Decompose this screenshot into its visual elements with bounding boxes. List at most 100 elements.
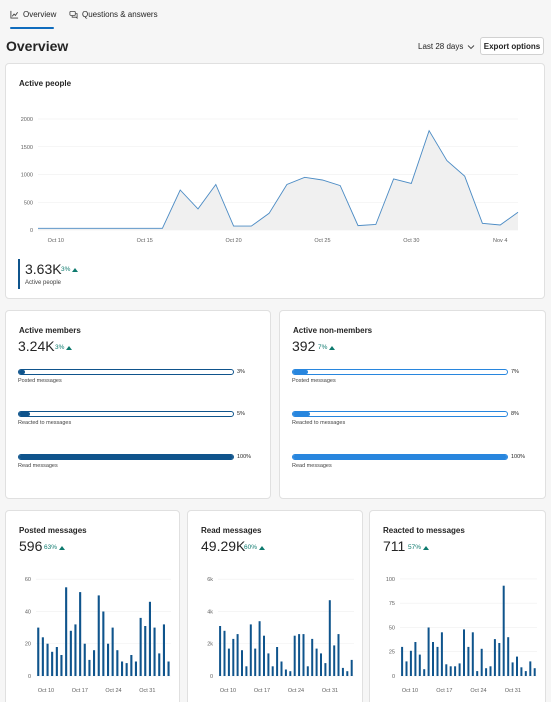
y-tick-label: 60 — [25, 577, 31, 583]
chevron-down-icon — [468, 44, 475, 49]
posted-messages-delta-text: 63% — [44, 544, 58, 551]
reacted-messages-value: 711 — [383, 538, 406, 554]
bar — [480, 648, 483, 676]
trend-up-icon — [423, 545, 430, 550]
chat-bubbles-icon — [69, 10, 78, 19]
x-tick-label: Nov 4 — [493, 238, 507, 244]
read-messages-value: 49.29K — [201, 538, 246, 554]
active-people-delta-text: 3% — [61, 266, 71, 273]
x-tick-label: Oct 25 — [314, 238, 330, 244]
x-tick-label: Oct 10 — [38, 688, 54, 694]
x-tick-label: Oct 17 — [72, 688, 88, 694]
progress-bar — [292, 411, 508, 417]
bar — [401, 646, 404, 676]
active-people-value: 3.63K — [25, 261, 62, 277]
date-range-dropdown[interactable]: Last 28 days — [418, 42, 475, 51]
bar — [289, 671, 292, 676]
bar — [134, 661, 137, 676]
active-people-area — [38, 130, 518, 230]
bar — [219, 626, 222, 676]
bar — [471, 632, 474, 676]
read-messages-card: Read messages 49.29K 60% 0 2k 4k 6k Oct 10 Oc… — [187, 510, 363, 702]
bar — [249, 624, 252, 676]
bar — [467, 646, 470, 676]
bar — [449, 666, 452, 676]
bar — [423, 669, 426, 676]
bar — [502, 585, 505, 676]
x-tick-label: Oct 15 — [137, 238, 153, 244]
date-range-label: Last 28 days — [418, 42, 464, 51]
bar — [432, 642, 434, 676]
export-options-button[interactable]: Export options — [480, 37, 544, 55]
active-people-line — [38, 129, 519, 229]
x-tick-label: Oct 24 — [470, 688, 486, 694]
bar — [65, 587, 68, 676]
bar — [298, 634, 301, 676]
trend-up-icon — [329, 345, 336, 350]
reacted-messages-delta-text: 57% — [408, 544, 422, 551]
progress-bar — [18, 411, 234, 417]
active-members-value: 3.24K — [18, 338, 55, 354]
bar — [241, 650, 243, 676]
tab-questions-answers[interactable]: Questions & answers — [69, 10, 158, 19]
y-tick-label: 0 — [30, 228, 33, 234]
bar — [267, 653, 270, 676]
bar — [74, 624, 77, 676]
progress-bar-fill — [19, 455, 233, 459]
bar — [69, 630, 72, 676]
active-members-card: Active members 3.24K 3% 3% Posted message… — [5, 310, 271, 499]
tab-overview[interactable]: Overview — [10, 10, 56, 19]
reacted-messages-delta: 57% — [408, 544, 430, 551]
y-tick-label: 6k — [207, 577, 213, 583]
active-members-delta: 3% — [55, 344, 73, 351]
bar — [236, 634, 239, 676]
bar — [409, 650, 412, 676]
bar — [324, 663, 327, 676]
x-tick-label: Oct 24 — [105, 688, 121, 694]
read-messages-bar-chart: 0 2k 4k 6k Oct 10 Oct 17 Oct 24 Oct 31 — [207, 577, 354, 694]
x-tick-label: Oct 31 — [322, 688, 338, 694]
bar — [405, 661, 408, 676]
active-members-delta-text: 3% — [55, 344, 65, 351]
x-tick-label: Oct 31 — [139, 688, 155, 694]
bar — [440, 632, 443, 676]
active-non-members-delta-text: 7% — [318, 344, 328, 351]
bar — [436, 646, 439, 676]
active-non-members-value: 392 — [292, 338, 316, 354]
bar — [116, 650, 119, 676]
bar — [93, 650, 96, 676]
y-tick-label: 2000 — [21, 117, 33, 123]
bar — [414, 642, 417, 676]
bar — [427, 627, 430, 676]
bar — [55, 647, 58, 676]
bar — [37, 627, 40, 676]
bar — [445, 664, 448, 676]
read-messages-title: Read messages — [201, 526, 262, 535]
progress-label: Reacted to messages — [292, 420, 346, 426]
bar — [529, 661, 532, 676]
x-tick-label: Oct 10 — [402, 688, 418, 694]
x-tick-label: Oct 20 — [225, 238, 241, 244]
active-people-delta: 3% — [61, 266, 79, 273]
bar — [333, 645, 336, 676]
progress-label: Reacted to messages — [18, 420, 72, 426]
bar — [144, 626, 147, 676]
bar — [83, 643, 86, 676]
posted-messages-delta: 63% — [44, 544, 66, 551]
active-people-title: Active people — [19, 79, 72, 88]
read-messages-delta-text: 60% — [244, 544, 258, 551]
active-non-members-card: Active non-members 392 7% 7% Posted messa… — [279, 310, 546, 499]
x-tick-label: Oct 10 — [220, 688, 236, 694]
bar — [88, 659, 91, 676]
bar — [245, 666, 248, 676]
bar — [254, 648, 257, 676]
bar — [507, 637, 510, 676]
bar — [97, 595, 100, 676]
x-tick-label: Oct 17 — [436, 688, 452, 694]
y-tick-label: 40 — [25, 609, 31, 615]
progress-bar-fill — [293, 412, 311, 416]
bar — [51, 651, 54, 676]
active-tab-indicator — [10, 27, 54, 29]
active-non-members-delta: 7% — [318, 344, 336, 351]
progress-bar — [18, 454, 234, 460]
